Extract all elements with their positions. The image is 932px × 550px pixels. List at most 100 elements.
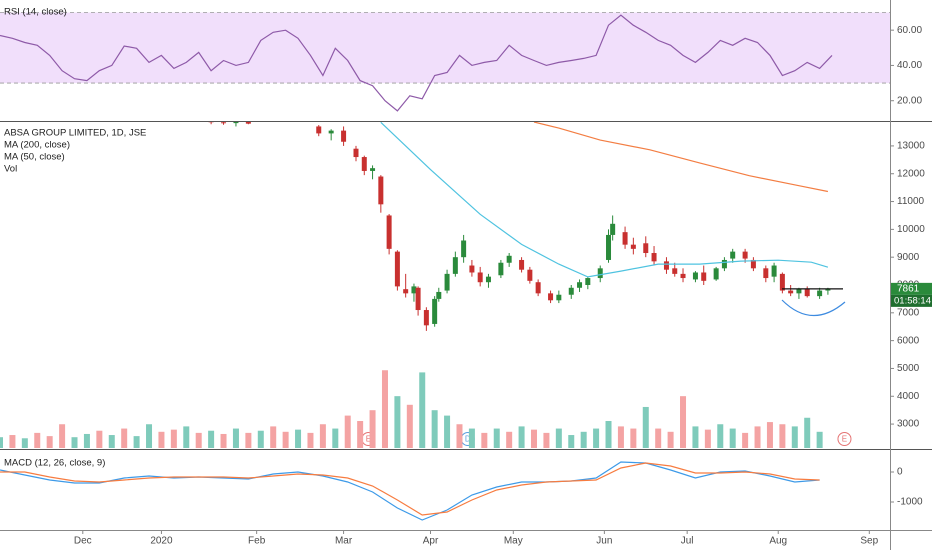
x-tick-label: Mar (335, 536, 353, 547)
volume-bar (617, 426, 624, 448)
last-price-label: 7861 (897, 284, 920, 295)
moving-average (533, 122, 829, 193)
countdown-box (891, 294, 932, 307)
candle-body (577, 282, 583, 288)
candle-body (245, 122, 251, 124)
candle-body (394, 251, 400, 287)
pane (0, 12, 890, 112)
candle-body (411, 286, 417, 294)
y-tick-label: 40.00 (897, 60, 922, 71)
y-tick-label: -1000 (897, 497, 923, 508)
y-tick-label: 0 (897, 467, 903, 478)
candle-body (713, 268, 719, 280)
candle-body (622, 232, 628, 245)
volume-bar (270, 426, 277, 448)
candle-body (597, 268, 603, 279)
countdown-label: 01:58:14 (894, 295, 931, 306)
volume-bar (506, 431, 513, 448)
candle-body (477, 272, 483, 283)
line (0, 14, 833, 112)
x-tick-label: 2020 (150, 536, 173, 547)
candle-body (498, 262, 504, 276)
y-tick-label: 5000 (897, 363, 920, 374)
candle-body (506, 255, 512, 263)
moving-average (380, 122, 829, 278)
y-tick-label: 10000 (897, 224, 925, 235)
x-tick-label: May (504, 536, 523, 547)
volume-bar (59, 424, 66, 448)
volume-bar (232, 428, 239, 448)
candle-body (771, 265, 777, 277)
pane (0, 461, 820, 521)
candle-body (796, 289, 802, 294)
volume-bar (220, 433, 227, 448)
volume-bar (34, 432, 41, 448)
candle-body (386, 215, 392, 249)
y-tick-label: 12000 (897, 168, 925, 179)
symbol-title: ABSA GROUP LIMITED, 1D, JSE (4, 128, 146, 139)
volume-bar (96, 430, 103, 448)
volume-bar (456, 424, 463, 448)
volume-bar (208, 430, 215, 448)
volume-bar (593, 428, 600, 448)
x-tick-label: Jul (681, 536, 694, 547)
volume-bar (630, 428, 637, 448)
volume-bar (729, 428, 736, 448)
candle-body (630, 244, 636, 249)
volume-bar (158, 431, 165, 448)
volume-bar (518, 426, 525, 448)
volume-bar (121, 428, 128, 448)
volume-bar (133, 436, 140, 448)
candle-body (701, 272, 707, 281)
volume-bar (531, 429, 537, 448)
candle-body (361, 157, 367, 171)
candle-body (415, 287, 421, 311)
volume-bar (146, 424, 153, 448)
volume-bar (717, 424, 724, 448)
candle-body (208, 122, 214, 123)
volume-bar (183, 426, 190, 448)
volume-bar (195, 432, 202, 448)
candle-body (817, 290, 823, 297)
volume-bar (332, 428, 339, 448)
volume-bar (394, 396, 401, 448)
volume-bar (555, 428, 562, 448)
legend-entry: MA (50, close) (4, 152, 65, 163)
rsi-band (0, 12, 890, 84)
volume-bar (295, 429, 302, 448)
volume-bar (692, 426, 699, 448)
candle-body (606, 234, 612, 260)
volume-bar (319, 424, 326, 448)
pane (0, 370, 823, 448)
volume-bar (46, 436, 53, 448)
volume-bar (754, 426, 761, 448)
volume-bar (742, 432, 749, 448)
volume-bar (568, 435, 575, 448)
volume-bar (667, 431, 674, 448)
x-tick-label: Jun (596, 536, 612, 547)
candle-body (328, 130, 334, 134)
candle-body (610, 223, 616, 235)
event-label: E (366, 435, 371, 444)
volume-bar (257, 430, 264, 448)
event-marker (837, 432, 852, 446)
volume-bar (791, 426, 798, 448)
volume-bar (357, 421, 364, 448)
y-tick-label: 20.00 (897, 95, 922, 106)
volume-bar (170, 429, 177, 448)
volume-bar (816, 431, 823, 448)
pane (208, 122, 831, 331)
candle-body (672, 268, 678, 274)
event-label: E (842, 435, 847, 444)
volume-bar (655, 428, 662, 448)
drawing-arc (781, 299, 846, 317)
candle-body (527, 269, 533, 281)
volume-bar (406, 404, 413, 448)
volume-bar (580, 431, 587, 448)
last-price-box (891, 282, 932, 295)
candle-body (742, 251, 748, 259)
volume-bar (83, 433, 90, 448)
candle-body (485, 276, 491, 283)
